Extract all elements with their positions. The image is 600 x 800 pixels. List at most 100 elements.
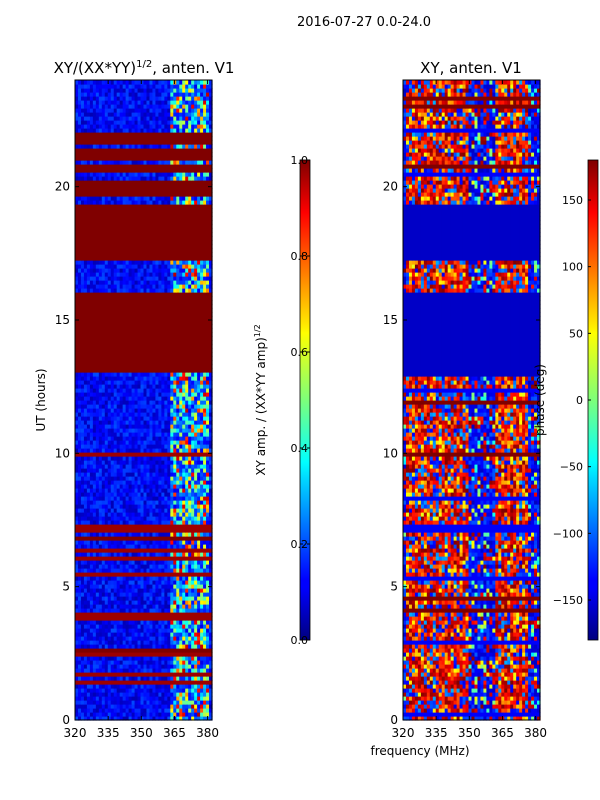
heatmap-cell xyxy=(83,688,88,693)
heatmap-cell xyxy=(161,604,165,609)
heatmap-cell xyxy=(182,644,186,649)
heatmap-cell xyxy=(173,672,177,677)
heatmap-cell xyxy=(188,700,192,705)
heatmap-cell xyxy=(128,636,133,641)
heatmap-cell xyxy=(75,668,79,673)
heatmap-cell xyxy=(83,484,88,489)
heatmap-cell xyxy=(107,612,112,617)
heatmap-cell xyxy=(116,620,121,625)
heatmap-cell xyxy=(176,600,180,605)
heatmap-cell xyxy=(182,536,186,541)
heatmap-cell xyxy=(161,672,165,677)
heatmap-cell xyxy=(110,656,115,661)
heatmap-cell xyxy=(110,532,115,537)
heatmap-cell xyxy=(125,556,130,561)
heatmap-cell xyxy=(75,692,79,697)
heatmap-cell xyxy=(185,636,189,641)
panel-amplitude-title-sup: 1/2 xyxy=(136,59,152,70)
heatmap-cell xyxy=(107,548,112,553)
heatmap-cell xyxy=(170,524,174,529)
heatmap-cell xyxy=(75,640,79,645)
heatmap-cell xyxy=(161,524,165,529)
heatmap-cell xyxy=(200,636,204,641)
heatmap-cell xyxy=(83,644,88,649)
heatmap-cell xyxy=(140,592,145,597)
heatmap-cell xyxy=(194,500,198,505)
heatmap-cell xyxy=(155,640,159,645)
heatmap-cell xyxy=(188,656,192,661)
heatmap-cell xyxy=(155,616,159,621)
heatmap-cell xyxy=(200,644,204,649)
heatmap-cell xyxy=(134,596,139,601)
heatmap-cell xyxy=(107,672,112,677)
heatmap-cell xyxy=(113,580,118,585)
heatmap-cell xyxy=(119,592,124,597)
heatmap-cell xyxy=(140,536,145,541)
heatmap-cell xyxy=(116,500,121,505)
heatmap-cell xyxy=(173,520,177,525)
heatmap-cell xyxy=(83,572,88,577)
heatmap-cell xyxy=(128,604,133,609)
heatmap-cell xyxy=(155,676,159,681)
heatmap-cell xyxy=(188,480,192,485)
heatmap-cell xyxy=(98,652,103,657)
heatmap-cell xyxy=(80,676,85,681)
heatmap-cell xyxy=(179,556,183,561)
heatmap-cell xyxy=(119,616,124,621)
heatmap-cell xyxy=(152,680,157,685)
heatmap-cell xyxy=(149,656,154,661)
heatmap-cell xyxy=(188,612,192,617)
heatmap-cell xyxy=(161,652,165,657)
heatmap-cell xyxy=(131,604,136,609)
heatmap-cell xyxy=(149,648,154,653)
heatmap-cell xyxy=(203,496,207,501)
heatmap-cell xyxy=(89,596,94,601)
heatmap-cell xyxy=(95,636,100,641)
heatmap-cell xyxy=(209,500,213,505)
heatmap-cell xyxy=(75,520,79,525)
heatmap-cell xyxy=(140,700,145,705)
heatmap-cell xyxy=(197,524,201,529)
heatmap-cell xyxy=(167,540,171,545)
heatmap-cell xyxy=(110,704,115,709)
heatmap-cell xyxy=(170,528,174,533)
heatmap-cell xyxy=(200,656,204,661)
heatmap-cell xyxy=(86,648,91,653)
heatmap-cell xyxy=(173,608,177,613)
heatmap-cell xyxy=(146,648,151,653)
heatmap-cell xyxy=(185,504,189,509)
heatmap-cell xyxy=(128,484,133,489)
heatmap-cell xyxy=(125,596,130,601)
heatmap-cell xyxy=(113,600,118,605)
heatmap-cell xyxy=(140,644,145,649)
heatmap-cell xyxy=(140,668,145,673)
heatmap-cell xyxy=(75,656,79,661)
heatmap-cell xyxy=(161,484,165,489)
heatmap-cell xyxy=(146,500,151,505)
heatmap-cell xyxy=(197,628,201,633)
heatmap-cell xyxy=(149,632,154,637)
heatmap-cell xyxy=(95,664,100,669)
heatmap-cell xyxy=(152,572,157,577)
heatmap-cell xyxy=(95,488,100,493)
heatmap-cell xyxy=(86,560,91,565)
heatmap-cell xyxy=(179,620,183,625)
heatmap-cell xyxy=(188,516,192,521)
heatmap-cell xyxy=(149,612,154,617)
heatmap-cell xyxy=(149,660,154,665)
heatmap-cell xyxy=(167,676,171,681)
heatmap-cell xyxy=(182,668,186,673)
heatmap-cell xyxy=(197,508,201,513)
heatmap-cell xyxy=(128,676,133,681)
heatmap-cell xyxy=(194,716,198,721)
heatmap-cell xyxy=(143,696,148,701)
heatmap-cell xyxy=(107,512,112,517)
heatmap-cell xyxy=(164,600,168,605)
heatmap-cell xyxy=(92,552,97,557)
heatmap-cell xyxy=(83,624,88,629)
heatmap-cell xyxy=(101,576,106,581)
heatmap-cell xyxy=(185,704,189,709)
heatmap-cell xyxy=(125,580,130,585)
heatmap-cell xyxy=(143,600,148,605)
heatmap-cell xyxy=(131,572,136,577)
